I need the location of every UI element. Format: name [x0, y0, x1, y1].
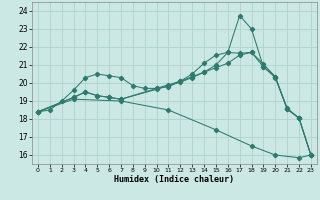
- X-axis label: Humidex (Indice chaleur): Humidex (Indice chaleur): [115, 175, 234, 184]
